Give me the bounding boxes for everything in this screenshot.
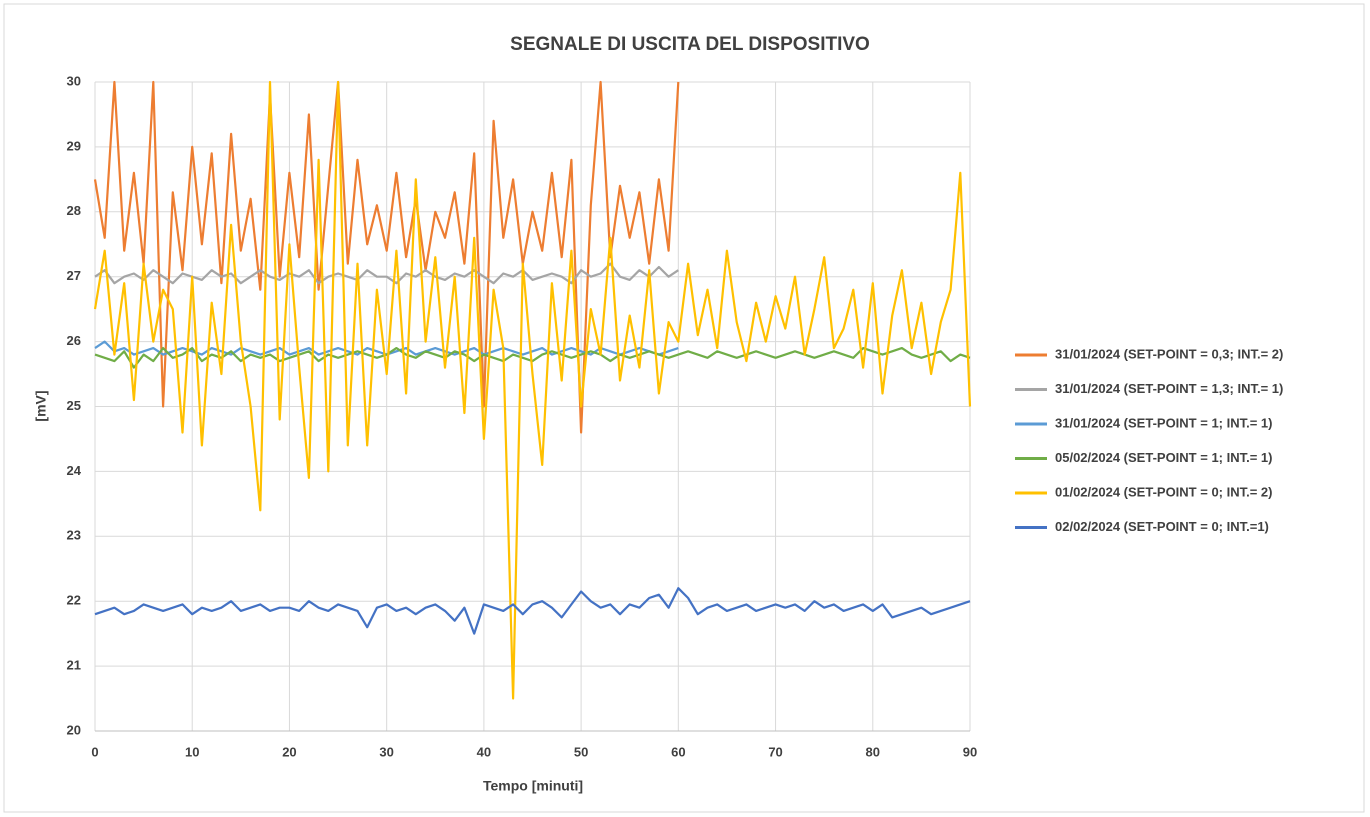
legend-label: 05/02/2024 (SET-POINT = 1; INT.= 1) <box>1055 450 1272 465</box>
x-tick-label: 80 <box>866 744 880 759</box>
y-tick-label: 30 <box>67 73 81 88</box>
legend-label: 01/02/2024 (SET-POINT = 0; INT.= 2) <box>1055 484 1272 499</box>
y-tick-label: 22 <box>67 593 81 608</box>
series-line <box>93 80 680 434</box>
series-line <box>94 347 971 369</box>
y-tick-label: 28 <box>67 203 81 218</box>
x-tick-label: 30 <box>379 744 393 759</box>
x-tick-label: 0 <box>91 744 98 759</box>
legend-label: 31/01/2024 (SET-POINT = 1; INT.= 1) <box>1055 415 1272 430</box>
series-line <box>94 587 971 635</box>
x-tick-label: 50 <box>574 744 588 759</box>
y-tick-label: 27 <box>67 268 81 283</box>
y-tick-label: 23 <box>67 528 81 543</box>
x-tick-label: 40 <box>477 744 491 759</box>
y-tick-label: 21 <box>67 658 81 673</box>
series-line <box>93 80 972 700</box>
legend-label: 31/01/2024 (SET-POINT = 1,3; INT.= 1) <box>1055 381 1283 396</box>
legend-label: 02/02/2024 (SET-POINT = 0; INT.=1) <box>1055 519 1269 534</box>
chart-frame <box>3 3 1365 813</box>
chart-title: SEGNALE DI USCITA DEL DISPOSITIVO <box>510 34 870 55</box>
y-tick-label: 20 <box>67 722 81 737</box>
y-tick-label: 26 <box>67 333 81 348</box>
x-tick-label: 60 <box>671 744 685 759</box>
x-tick-label: 10 <box>185 744 199 759</box>
y-tick-label: 24 <box>67 463 82 478</box>
y-axis-label: [mV] <box>33 390 49 421</box>
x-tick-label: 20 <box>282 744 296 759</box>
y-tick-label: 25 <box>67 398 81 413</box>
x-axis-label: Tempo [minuti] <box>483 778 583 794</box>
y-tick-label: 29 <box>67 138 81 153</box>
x-tick-label: 90 <box>963 744 977 759</box>
legend-label: 31/01/2024 (SET-POINT = 0,3; INT.= 2) <box>1055 346 1283 361</box>
x-tick-label: 70 <box>768 744 782 759</box>
